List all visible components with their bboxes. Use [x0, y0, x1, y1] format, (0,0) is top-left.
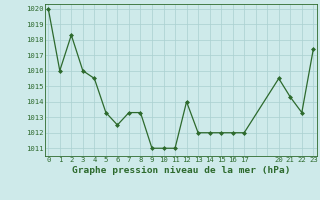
X-axis label: Graphe pression niveau de la mer (hPa): Graphe pression niveau de la mer (hPa)	[72, 166, 290, 175]
